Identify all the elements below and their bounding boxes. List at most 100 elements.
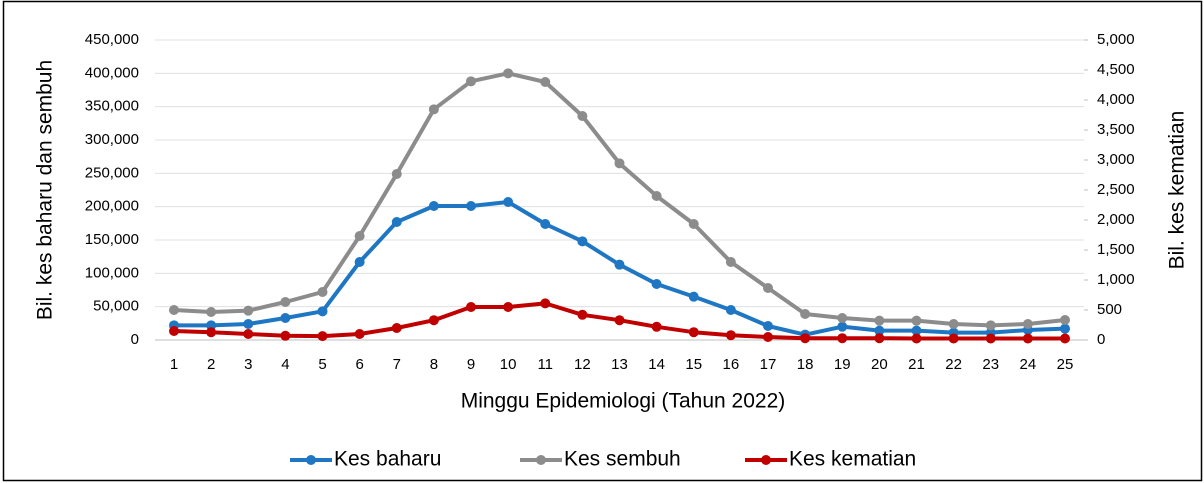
data-point [688, 219, 699, 229]
y-tick-label: 0 [131, 331, 139, 348]
x-tick-label: 7 [393, 356, 401, 373]
data-point [354, 231, 365, 241]
data-point [725, 257, 736, 267]
data-point [1022, 333, 1033, 344]
data-point [243, 319, 254, 329]
x-tick-label: 5 [318, 356, 326, 373]
x-tick-label: 8 [430, 356, 438, 373]
y2-tick-label: 4,500 [1097, 61, 1135, 78]
data-point [280, 297, 291, 307]
x-tick-label: 23 [982, 356, 999, 373]
x-tick-label: 12 [574, 356, 591, 373]
data-point [354, 257, 365, 267]
data-point [614, 315, 625, 326]
x-tick-label: 22 [945, 356, 962, 373]
legend-label: Kes kematian [789, 448, 916, 471]
y2-tick-label: 4,000 [1097, 91, 1135, 108]
legend-label: Kes baharu [334, 448, 441, 471]
data-point [280, 313, 291, 323]
y-axis-title: Bil. kes baharu dan sembuh [34, 60, 57, 320]
data-point [206, 320, 217, 331]
data-point [428, 104, 439, 115]
x-axis-title: Minggu Epidemiologi (Tahun 2022) [461, 390, 786, 413]
x-tick-label: 18 [797, 356, 814, 373]
x-tick-label: 20 [871, 356, 888, 373]
data-point [725, 305, 736, 315]
data-point [354, 329, 365, 339]
data-point [317, 306, 328, 317]
data-point [503, 197, 514, 207]
y2-tick-label: 1,000 [1097, 271, 1135, 288]
y2-tick-label: 5,000 [1097, 31, 1135, 48]
x-tick-label: 9 [467, 356, 475, 373]
y2-tick-label: 0 [1097, 331, 1105, 348]
data-point [874, 325, 885, 336]
x-tick-label: 21 [908, 356, 925, 373]
data-point [540, 77, 551, 87]
x-tick-label: 24 [1020, 356, 1037, 373]
y2-tick-label: 3,000 [1097, 151, 1135, 168]
data-point [837, 321, 848, 332]
x-tick-label: 1 [170, 356, 178, 373]
data-point [280, 330, 291, 341]
data-point [688, 327, 699, 338]
data-point [1022, 319, 1033, 329]
data-point [391, 169, 402, 179]
data-point [503, 68, 514, 79]
y-tick-label: 350,000 [85, 98, 139, 115]
x-tick-label: 13 [611, 356, 628, 373]
legend-label: Kes sembuh [564, 448, 681, 471]
y-tick-label: 100,000 [85, 264, 139, 281]
data-point [614, 158, 625, 169]
data-point [948, 333, 959, 344]
x-tick-label: 6 [355, 356, 363, 373]
x-tick-label: 19 [834, 356, 851, 373]
data-point [540, 219, 551, 229]
y-tick-label: 300,000 [85, 131, 139, 148]
data-point [503, 302, 514, 312]
x-tick-label: 3 [244, 356, 252, 373]
x-tick-label: 2 [207, 356, 215, 373]
data-point [837, 333, 848, 344]
data-point [651, 191, 662, 201]
data-point [651, 279, 662, 289]
y2-tick-label: 2,000 [1097, 211, 1135, 228]
data-point [391, 217, 402, 227]
x-tick-label: 17 [760, 356, 777, 373]
data-point [391, 323, 402, 333]
y-tick-label: 250,000 [85, 164, 139, 181]
data-point [243, 329, 254, 339]
data-point [688, 291, 699, 302]
legend-marker [306, 455, 316, 465]
y2-tick-label: 2,500 [1097, 181, 1135, 198]
data-point [800, 333, 811, 344]
data-point [243, 305, 254, 316]
data-point [874, 315, 885, 326]
data-point [577, 111, 588, 121]
data-point [169, 305, 179, 315]
legend-marker [536, 455, 546, 465]
y2-tick-label: 1,500 [1097, 241, 1135, 258]
data-point [577, 309, 588, 320]
data-point [206, 307, 217, 317]
data-point [911, 315, 922, 326]
data-point [911, 333, 922, 344]
data-point [466, 201, 476, 211]
data-point [651, 321, 662, 332]
data-point [466, 76, 476, 87]
legend-marker [761, 455, 771, 465]
y-tick-label: 200,000 [85, 198, 139, 215]
data-point [317, 287, 328, 297]
y-tick-label: 450,000 [85, 31, 139, 48]
data-point [614, 259, 625, 270]
data-point [763, 283, 773, 293]
data-point [540, 298, 551, 309]
x-tick-label: 15 [685, 356, 702, 373]
data-point [763, 321, 773, 331]
data-point [1060, 315, 1070, 325]
data-point [800, 309, 811, 319]
data-point [466, 302, 476, 312]
y2-axis-title: Bil. kes kematian [1166, 111, 1189, 270]
x-tick-label: 4 [281, 356, 289, 373]
